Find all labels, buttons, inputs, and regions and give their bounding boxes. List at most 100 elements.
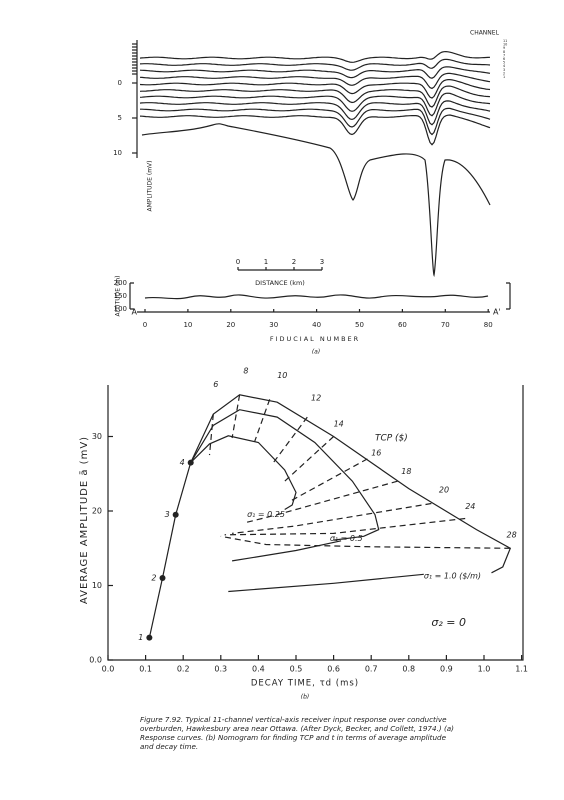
caption-line: overburden, Hawkesbury area near Ottawa.…	[140, 724, 454, 733]
tcp-label: 24	[465, 502, 475, 511]
x-tick-label: 0.4	[252, 665, 265, 674]
fiducial-tick-label: 70	[441, 321, 450, 329]
distance-label: DISTANCE (km)	[255, 279, 305, 287]
fiducial-tick-label: 40	[312, 321, 321, 329]
x-tick-label: 0.0	[102, 665, 115, 674]
tcp-label: 14	[334, 419, 344, 428]
x-tick-label: 1.1	[515, 665, 528, 674]
channel-number: 2	[503, 71, 505, 75]
tcp-line	[220, 535, 511, 549]
y-axis-label: AVERAGE AMPLITUDE ā (mV)	[79, 436, 90, 604]
x-tick-label: 0.9	[440, 665, 453, 674]
point-label: 4	[180, 458, 185, 467]
altitude-tick-label: 200	[114, 279, 127, 287]
channel-title: CHANNEL	[470, 30, 500, 37]
altitude-tick-label: 100	[114, 305, 127, 313]
caption: Figure 7.92. Typical 11-channel vertical…	[140, 715, 454, 751]
altitude-tick-label: 150	[114, 292, 127, 300]
sigma-label: σ₁ = 1.0 ($/m)	[424, 571, 481, 580]
altitude-label: ALTITUDE (m)	[115, 276, 122, 317]
tcp-line	[288, 458, 368, 503]
response-curve	[139, 100, 491, 126]
tcp-line	[224, 517, 466, 536]
tcp-label: 6	[213, 380, 218, 389]
response-curve	[139, 114, 491, 146]
sigma-label: σ₁ = 0.5	[330, 534, 363, 543]
channel-number: 6	[503, 57, 505, 61]
tcp-title: TCP ($)	[375, 433, 408, 443]
distance-tick-label: 2	[292, 258, 296, 266]
channel-number: 1	[503, 75, 505, 79]
channel-number: 9	[503, 46, 505, 50]
fiducial-tick-label: 50	[355, 321, 364, 329]
x-tick-label: 1.0	[478, 665, 491, 674]
fiducial-tick-label: 60	[398, 321, 407, 329]
tcp-line	[284, 436, 335, 482]
channel-number: 7	[503, 53, 505, 57]
caption-line: Response curves. (b) Nomogram for findin…	[140, 733, 447, 742]
point	[172, 511, 179, 518]
fiducial-tick-label: 10	[183, 321, 192, 329]
response-curve	[139, 79, 491, 99]
response-curve	[139, 85, 491, 108]
tcp-line	[232, 502, 432, 534]
tcp-label: 18	[401, 467, 411, 476]
response-curve	[140, 107, 491, 136]
sigma-curve	[190, 409, 380, 541]
sigma-curve	[228, 573, 424, 593]
tcp-label: 8	[243, 366, 248, 375]
response-curve	[139, 72, 491, 90]
distance-tick-label: 3	[320, 258, 324, 266]
sigma-curve	[190, 394, 512, 574]
fiducial-label: FIDUCIAL NUMBER	[270, 335, 360, 343]
tcp-label: 10	[277, 371, 287, 380]
point-label: 1	[138, 633, 143, 642]
tcp-line	[254, 399, 271, 442]
channel-number: 4	[503, 64, 505, 68]
caption-line: and decay time.	[140, 742, 198, 751]
caption-line: Figure 7.92. Typical 11-channel vertical…	[140, 715, 447, 724]
channel-number: 8	[503, 50, 505, 54]
tcp-line	[231, 394, 241, 439]
x-tick-label: 0.8	[402, 665, 415, 674]
distance-tick-label: 0	[236, 258, 240, 266]
tcp-line	[208, 414, 214, 456]
tcp-label: 16	[371, 448, 381, 457]
start-marker: A	[132, 308, 138, 317]
point	[159, 575, 166, 582]
channel-number: 5	[503, 61, 505, 65]
tcp-label: 20	[439, 486, 449, 495]
channel-number: 3	[503, 68, 505, 72]
base-curve	[148, 462, 192, 638]
sigma-curve	[190, 435, 297, 511]
response-curve	[139, 50, 491, 63]
distance-tick-label: 1	[264, 258, 268, 266]
amplitude-label: AMPLITUDE (mV)	[147, 160, 154, 211]
x-tick-label: 0.6	[327, 665, 340, 674]
sigma-label: σ₁ = 0.25	[247, 510, 285, 519]
amplitude-tick-label: 0	[118, 79, 122, 87]
fiducial-tick-label: 0	[143, 321, 147, 329]
x-axis-label: DECAY TIME, τd (ms)	[251, 679, 359, 689]
sigma-curve	[232, 540, 342, 562]
x-tick-label: 0.5	[290, 665, 303, 674]
point-label: 2	[151, 574, 156, 583]
tcp-line	[272, 416, 308, 463]
y-tick-label: 20	[92, 507, 102, 516]
fiducial-tick-label: 30	[269, 321, 278, 329]
x-tick-label: 0.2	[177, 665, 190, 674]
plot-frame	[107, 385, 524, 661]
tcp-label: 12	[311, 393, 321, 402]
x-tick-label: 0.3	[214, 665, 227, 674]
end-marker: A'	[493, 308, 501, 317]
response-curve	[139, 92, 491, 117]
point-label: 3	[165, 510, 170, 519]
y-tick-label: 30	[92, 432, 102, 441]
fiducial-tick-label: 20	[226, 321, 235, 329]
panel-label: (b)	[301, 694, 310, 701]
x-tick-label: 0.1	[139, 665, 152, 674]
point	[146, 634, 153, 641]
channel-number: 10	[503, 43, 507, 47]
